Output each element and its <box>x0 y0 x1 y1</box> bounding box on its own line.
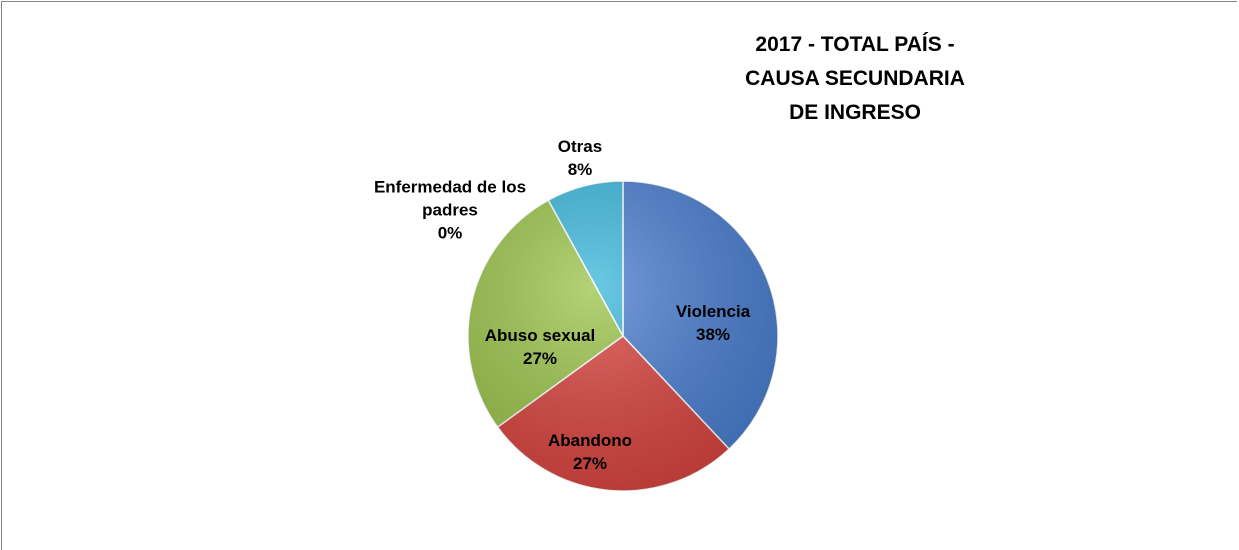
slice-label: Otras 8% <box>540 135 620 181</box>
category-label: Violencia <box>675 302 751 321</box>
value-label: 8% <box>567 160 593 179</box>
category-label: Abandono <box>547 431 633 450</box>
value-label: 27% <box>522 349 558 368</box>
value-label: 27% <box>572 454 608 473</box>
slice-label: Abandono 27% <box>530 429 650 475</box>
category-label: Enfermedad de los padres <box>373 177 527 220</box>
slice-label: Enfermedad de los padres 0% <box>350 176 550 245</box>
slice-label: Abuso sexual 27% <box>465 324 615 370</box>
category-label: Otras <box>557 137 603 156</box>
slice-label: Violencia 38% <box>653 300 773 346</box>
chart-title: 2017 - TOTAL PAÍS - CAUSA SECUNDARIA DE … <box>745 33 965 124</box>
value-label: 38% <box>695 325 731 344</box>
category-label: Abuso sexual <box>484 326 596 345</box>
value-label: 0% <box>437 223 463 243</box>
